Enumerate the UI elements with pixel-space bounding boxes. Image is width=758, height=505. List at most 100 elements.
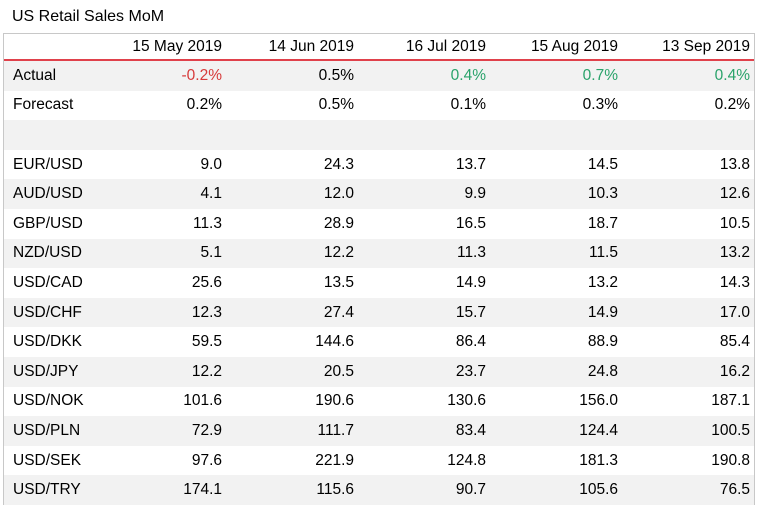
- table-row: USD/TRY 174.1 115.6 90.7 105.6 76.5: [4, 475, 754, 505]
- table-title: US Retail Sales MoM: [12, 8, 165, 25]
- table-cell: 14.5: [587, 155, 618, 173]
- table-cell: 24.8: [587, 362, 618, 380]
- row-label: NZD/USD: [13, 244, 82, 262]
- row-label: USD/DKK: [13, 333, 82, 351]
- table-cell: 0.2%: [714, 96, 750, 114]
- table-cell: 105.6: [579, 481, 618, 499]
- row-label: AUD/USD: [13, 185, 83, 203]
- table-cell: 9.9: [464, 185, 486, 203]
- table-cell: 85.4: [719, 333, 750, 351]
- table-cell: 16.2: [719, 362, 750, 380]
- table-cell: 12.3: [191, 303, 222, 321]
- table-row: EUR/USD 9.0 24.3 13.7 14.5 13.8: [4, 150, 754, 180]
- row-label: GBP/USD: [13, 214, 83, 232]
- table-cell: 86.4: [455, 333, 486, 351]
- table-cell: 20.5: [323, 362, 354, 380]
- table-cell: 97.6: [191, 451, 222, 469]
- table-cell: 9.0: [200, 155, 222, 173]
- column-header: 16 Jul 2019: [405, 37, 486, 55]
- table-cell: 12.0: [323, 185, 354, 203]
- row-label: USD/TRY: [13, 481, 81, 499]
- row-label: USD/NOK: [13, 392, 84, 410]
- table-cell: 0.3%: [582, 96, 618, 114]
- table-cell: 18.7: [587, 214, 618, 232]
- table-cell: 190.6: [315, 392, 354, 410]
- table-cell: 0.5%: [318, 96, 354, 114]
- row-label: Forecast: [13, 96, 74, 114]
- table-cell: 13.2: [719, 244, 750, 262]
- table-cell: 11.5: [588, 244, 618, 262]
- table-cell: 13.2: [587, 273, 618, 291]
- table-cell: 27.4: [323, 303, 354, 321]
- table-cell: 14.9: [587, 303, 618, 321]
- table-cell: 130.6: [447, 392, 486, 410]
- table-row: USD/CAD 25.6 13.5 14.9 13.2 14.3: [4, 268, 754, 298]
- table-cell: 11.3: [192, 214, 222, 232]
- table-cell: 111.7: [317, 421, 355, 439]
- row-label: USD/SEK: [13, 451, 82, 469]
- table-row: GBP/USD 11.3 28.9 16.5 18.7 10.5: [4, 209, 754, 239]
- table-cell: 115.6: [316, 481, 354, 499]
- table-cell: 10.3: [587, 185, 618, 203]
- table-cell: 0.4%: [450, 66, 486, 84]
- table-cell: 100.5: [711, 421, 750, 439]
- table-cell: 101.6: [183, 392, 222, 410]
- table-cell: 124.8: [447, 451, 486, 469]
- table-cell: 83.4: [455, 421, 486, 439]
- table-cell: 13.7: [455, 155, 486, 173]
- table-cell: 76.5: [719, 481, 750, 499]
- table-cell: 144.6: [315, 333, 354, 351]
- column-header: 14 Jun 2019: [268, 37, 354, 55]
- table-cell: 0.1%: [450, 96, 486, 114]
- row-label: USD/PLN: [13, 421, 81, 439]
- table-cell: 0.7%: [582, 66, 618, 84]
- row-label: EUR/USD: [13, 155, 83, 173]
- table-cell: 11.3: [456, 244, 486, 262]
- table-cell: 88.9: [587, 333, 618, 351]
- table-cell: 23.7: [455, 362, 486, 380]
- table-cell: 4.1: [200, 185, 222, 203]
- table-cell: 25.6: [191, 273, 222, 291]
- table-cell: 5.1: [200, 244, 222, 262]
- table-cell: 221.9: [315, 451, 354, 469]
- table-cell: 190.8: [711, 451, 750, 469]
- table-cell: 14.3: [719, 273, 750, 291]
- table-row: USD/NOK 101.6 190.6 130.6 156.0 187.1: [4, 387, 754, 417]
- table-row: AUD/USD 4.1 12.0 9.9 10.3 12.6: [4, 179, 754, 209]
- table-cell: 12.2: [191, 362, 222, 380]
- table-cell: 12.6: [719, 185, 750, 203]
- table-cell: 16.5: [455, 214, 486, 232]
- table-row: USD/SEK 97.6 221.9 124.8 181.3 190.8: [4, 446, 754, 476]
- table-cell: 156.0: [579, 392, 618, 410]
- column-header: 15 Aug 2019: [530, 37, 618, 55]
- table-cell: 181.3: [579, 451, 618, 469]
- table-cell: 13.8: [719, 155, 750, 173]
- row-label: USD/CHF: [13, 303, 82, 321]
- table-cell: 124.4: [579, 421, 618, 439]
- table-cell: 0.4%: [714, 66, 750, 84]
- header-row: 15 May 2019 14 Jun 2019 16 Jul 2019 15 A…: [4, 34, 754, 61]
- table-cell: 24.3: [323, 155, 354, 173]
- table-row: USD/DKK 59.5 144.6 86.4 88.9 85.4: [4, 327, 754, 357]
- table-cell: 13.5: [323, 273, 354, 291]
- table-cell: 10.5: [719, 214, 750, 232]
- table-row: USD/CHF 12.3 27.4 15.7 14.9 17.0: [4, 297, 754, 328]
- table-body: Actual -0.2% 0.5% 0.4% 0.7% 0.4% Forecast 0.2% 0…: [4, 61, 754, 505]
- table-cell: 12.2: [323, 244, 354, 262]
- table-row: Forecast 0.2% 0.5% 0.1% 0.3% 0.2%: [4, 91, 754, 121]
- table-cell: 0.2%: [186, 96, 222, 114]
- table-cell: 14.9: [455, 273, 486, 291]
- table-cell: 72.9: [191, 421, 222, 439]
- column-header: 15 May 2019: [132, 37, 222, 55]
- data-table: 15 May 2019 14 Jun 2019 16 Jul 2019 15 A…: [3, 33, 755, 505]
- table-row: Actual -0.2% 0.5% 0.4% 0.7% 0.4%: [4, 61, 754, 91]
- table-cell: 90.7: [455, 481, 486, 499]
- row-label: USD/JPY: [13, 362, 79, 380]
- table-cell: 28.9: [323, 214, 354, 232]
- table-cell: 59.5: [191, 333, 222, 351]
- table-cell: 15.7: [455, 303, 486, 321]
- table-cell: -0.2%: [181, 66, 223, 84]
- table-cell: 17.0: [719, 303, 750, 321]
- table-row: NZD/USD 5.1 12.2 11.3 11.5 13.2: [4, 238, 754, 269]
- table-cell: 0.5%: [318, 66, 354, 84]
